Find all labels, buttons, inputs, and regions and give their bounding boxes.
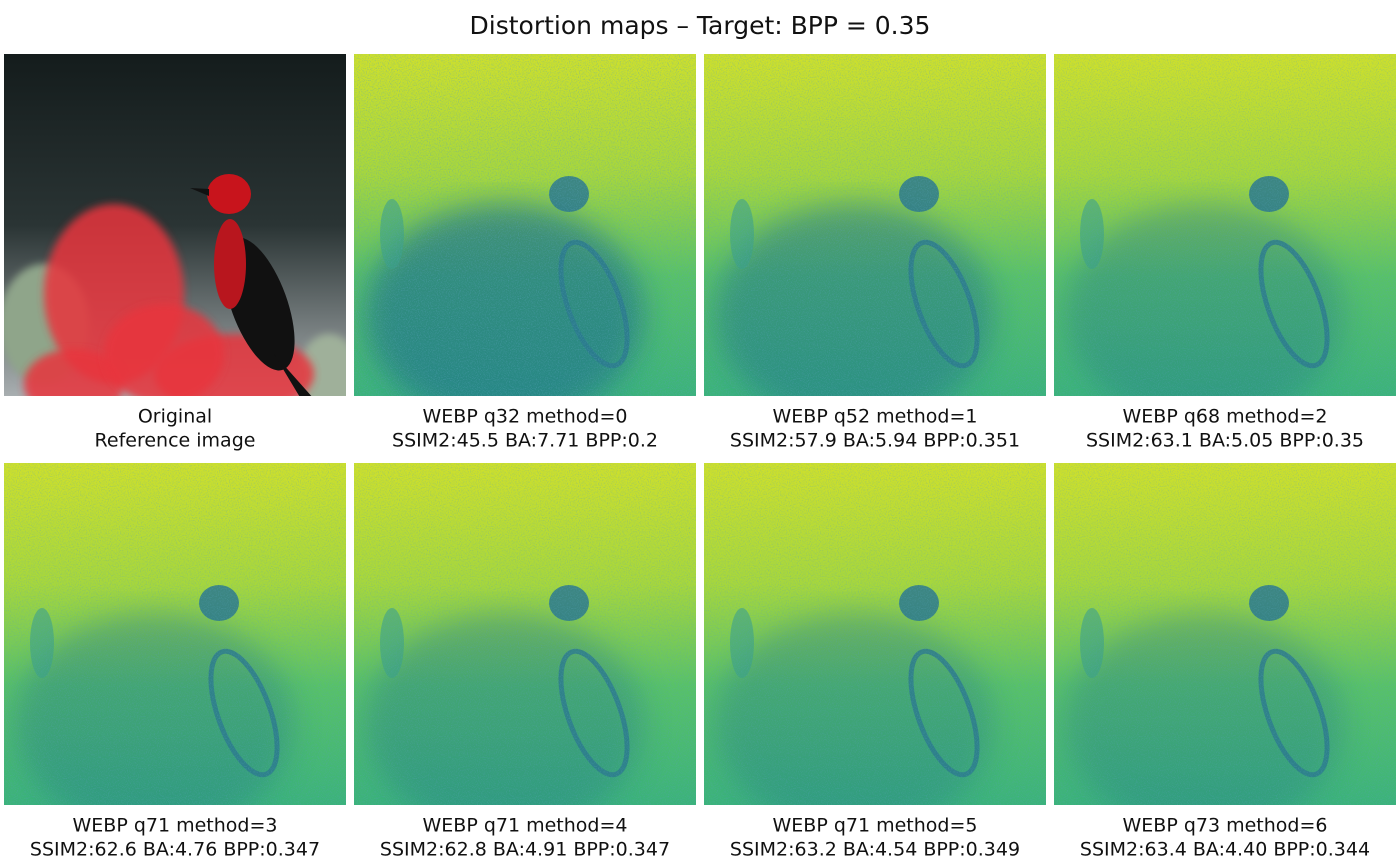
panel-image xyxy=(4,54,346,396)
panel-image xyxy=(4,463,346,805)
caption-line: Original xyxy=(138,406,212,428)
caption-line: SSIM2:63.2 BA:4.54 BPP:0.349 xyxy=(730,839,1020,861)
panel xyxy=(704,463,1046,805)
bird-tail xyxy=(274,354,312,396)
panel-image xyxy=(704,54,1046,396)
panel xyxy=(704,54,1046,396)
panel xyxy=(4,463,346,805)
map-noise xyxy=(354,463,696,805)
panel-image xyxy=(704,463,1046,805)
caption-line: WEBP q71 method=3 xyxy=(73,815,278,837)
map-noise xyxy=(1054,54,1396,396)
caption-line: SSIM2:62.8 BA:4.91 BPP:0.347 xyxy=(380,839,670,861)
caption-line: SSIM2:63.1 BA:5.05 BPP:0.35 xyxy=(1086,430,1364,452)
map-noise xyxy=(354,54,696,396)
bird-chest xyxy=(214,219,246,309)
panel xyxy=(354,463,696,805)
caption-line: SSIM2:62.6 BA:4.76 BPP:0.347 xyxy=(30,839,320,861)
panel-image xyxy=(1054,54,1396,396)
figure-title: Distortion maps – Target: BPP = 0.35 xyxy=(470,11,931,40)
bird-head xyxy=(207,174,251,214)
panel xyxy=(1054,463,1396,805)
caption-line: Reference image xyxy=(95,430,256,452)
caption-line: WEBP q71 method=5 xyxy=(773,815,978,837)
red-flower xyxy=(104,304,224,396)
caption-line: WEBP q71 method=4 xyxy=(423,815,628,837)
red-flower xyxy=(24,349,124,396)
map-noise xyxy=(704,463,1046,805)
panel-image xyxy=(1054,463,1396,805)
panel xyxy=(1054,54,1396,396)
panel-image xyxy=(354,54,696,396)
caption-line: WEBP q32 method=0 xyxy=(423,406,628,428)
panel-image xyxy=(354,463,696,805)
caption-line: SSIM2:57.9 BA:5.94 BPP:0.351 xyxy=(730,430,1020,452)
caption-line: WEBP q52 method=1 xyxy=(773,406,978,428)
map-noise xyxy=(704,54,1046,396)
map-noise xyxy=(1054,463,1396,805)
caption-line: SSIM2:45.5 BA:7.71 BPP:0.2 xyxy=(392,430,658,452)
caption-line: WEBP q73 method=6 xyxy=(1123,815,1328,837)
caption-line: WEBP q68 method=2 xyxy=(1123,406,1328,428)
panel xyxy=(4,54,346,396)
bird-beak xyxy=(190,188,209,196)
panel xyxy=(354,54,696,396)
map-noise xyxy=(4,463,346,805)
caption-line: SSIM2:63.4 BA:4.40 BPP:0.344 xyxy=(1080,839,1370,861)
